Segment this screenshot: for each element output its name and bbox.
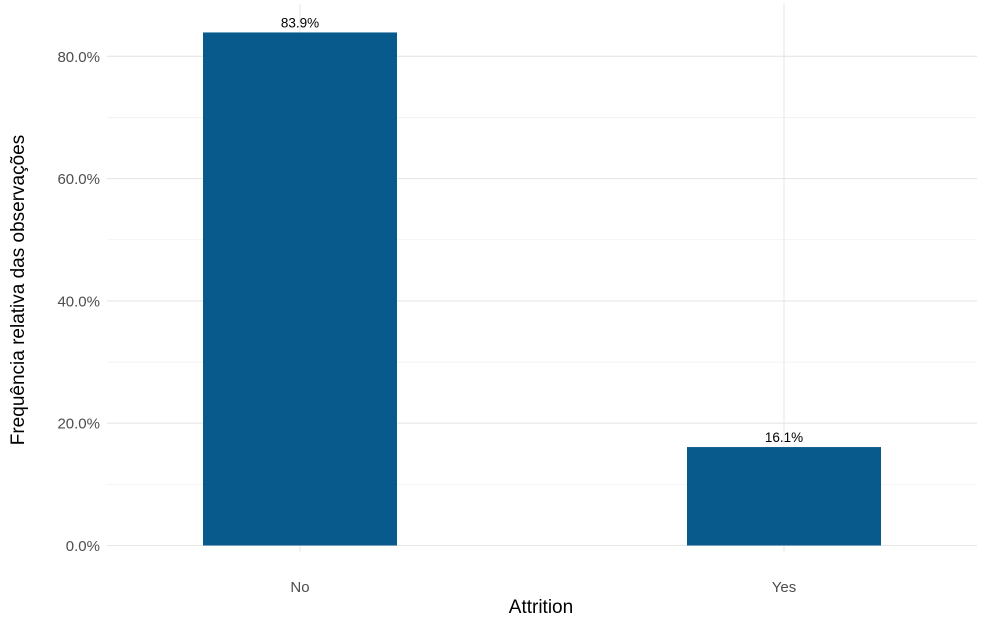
bar-yes [687,447,881,546]
bars [203,32,881,546]
x-axis-title: Attrition [509,597,573,618]
y-axis-tick-labels: 0.0% 20.0% 40.0% 60.0% 80.0% [57,49,100,555]
y-axis-title: Frequência relativa das observações [8,135,29,446]
data-label-yes: 16.1% [765,430,803,445]
y-tick-label: 20.0% [57,416,100,433]
x-axis-tick-labels: No Yes [290,579,796,596]
x-tick-label: Yes [772,579,796,596]
x-tick-label: No [290,579,309,596]
y-tick-label: 0.0% [66,538,100,555]
bar-no [203,32,397,546]
y-tick-label: 60.0% [57,171,100,188]
y-tick-label: 40.0% [57,293,100,310]
y-tick-label: 80.0% [57,49,100,66]
data-label-no: 83.9% [281,15,319,30]
data-labels: 83.9% 16.1% [281,15,803,445]
